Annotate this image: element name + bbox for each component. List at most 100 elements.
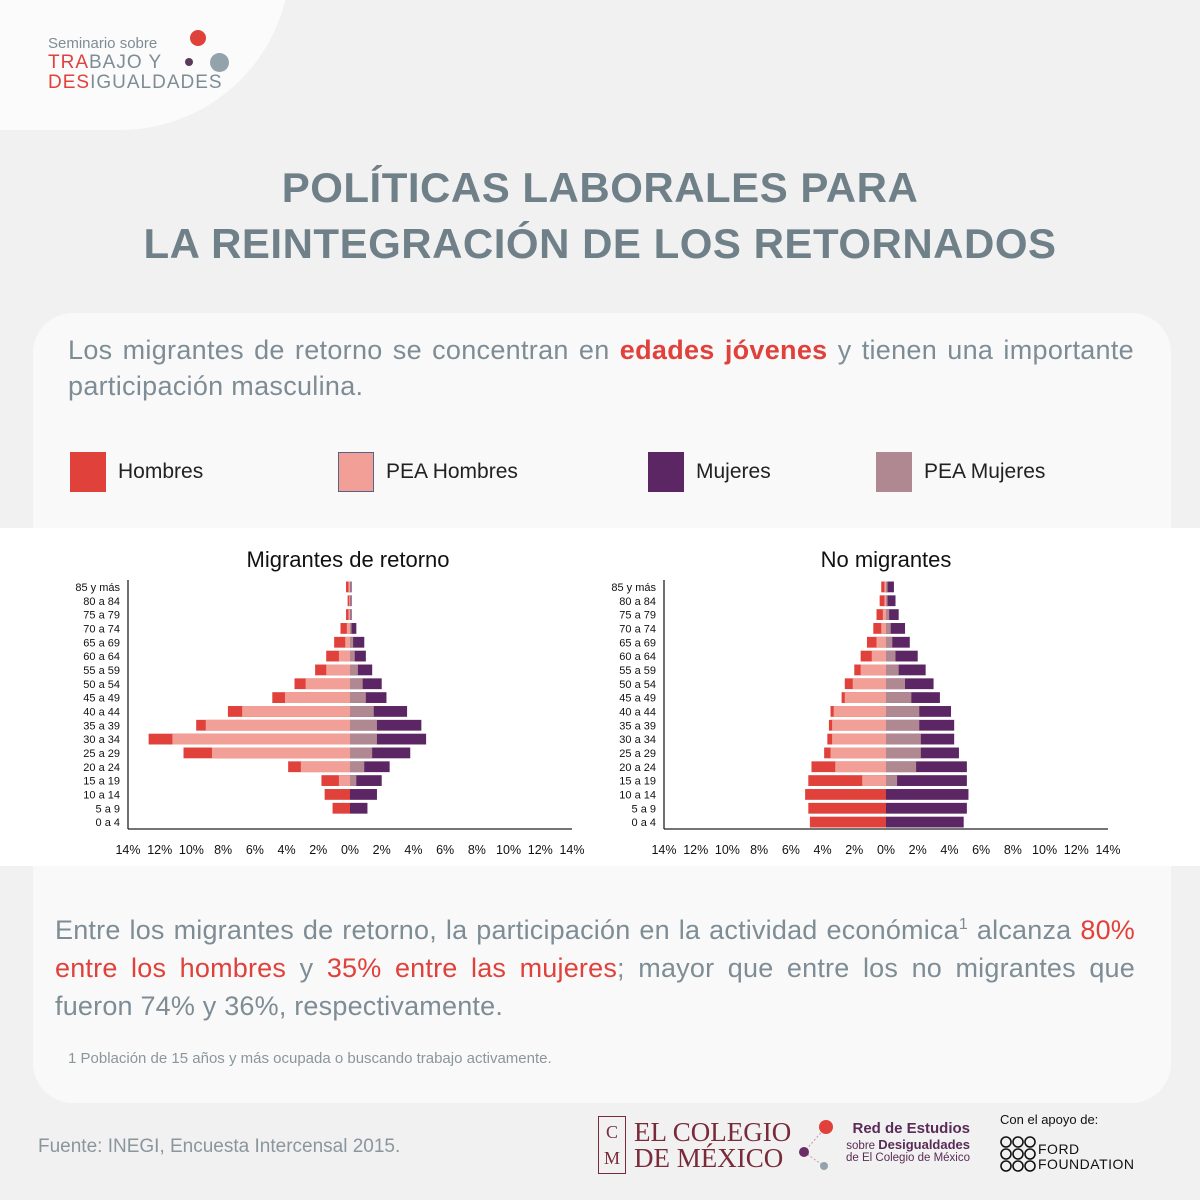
bar-pea-hombres [832, 733, 886, 745]
bar-pea-hombres [345, 636, 350, 648]
bar-pea-hombres [284, 692, 350, 703]
bar-pea-mujeres [886, 609, 890, 620]
x-tick-label: 8% [750, 843, 768, 857]
bar-hombres [346, 609, 350, 620]
y-tick-label: 35 a 39 [619, 720, 656, 732]
bar-mujeres [350, 636, 365, 648]
x-tick-label: 10% [715, 843, 740, 857]
bar-pea-mujeres [350, 609, 351, 620]
bar-pea-hombres [884, 581, 886, 593]
bar-pea-mujeres [886, 636, 893, 648]
legend-swatch [876, 452, 912, 492]
network-dots-icon [799, 1120, 833, 1170]
y-tick-label: 70 a 74 [83, 623, 120, 635]
bar-pea-hombres [212, 747, 350, 759]
bar-mujeres [886, 802, 967, 814]
y-tick-label: 15 a 19 [83, 776, 120, 788]
x-tick-label: 10% [1032, 843, 1057, 857]
bar-mujeres [886, 595, 896, 607]
bar-pea-hombres [852, 678, 886, 690]
bar-hombres [346, 581, 350, 593]
bar-mujeres [350, 747, 411, 759]
bar-mujeres [886, 816, 964, 828]
bar-mujeres [886, 719, 955, 731]
bar-pea-hombres [860, 664, 886, 676]
x-tick-label: 6% [436, 843, 454, 857]
x-tick-label: 8% [1004, 843, 1022, 857]
legend-mujeres: Mujeres [648, 452, 771, 492]
y-tick-label: 25 a 29 [83, 748, 120, 760]
participation-text: Entre los migrantes de retorno, la parti… [55, 915, 1135, 1021]
y-tick-label: 85 y más [75, 582, 120, 594]
seminario-logo: Seminario sobre TRABAJO Y DESIGUALDADES [48, 35, 223, 94]
y-tick-label: 65 a 69 [619, 637, 656, 649]
footnote: 1 Población de 15 años y más ocupada o b… [68, 1050, 552, 1067]
y-tick-label: 75 a 79 [83, 610, 120, 622]
x-tick-label: 2% [373, 843, 391, 857]
bar-pea-hombres [326, 664, 350, 676]
bar-hombres [321, 775, 350, 786]
bar-pea-hombres [884, 595, 886, 607]
bar-pea-mujeres [350, 595, 351, 607]
bar-pea-hombres [172, 733, 350, 745]
bar-pea-hombres [882, 609, 886, 620]
y-tick-label: 20 a 24 [619, 762, 656, 774]
chart2-title: No migrantes [820, 547, 952, 572]
x-tick-label: 4% [278, 843, 296, 857]
x-tick-label: 4% [940, 843, 958, 857]
bar-mujeres [886, 789, 969, 800]
bar-pea-mujeres [886, 678, 906, 690]
y-tick-label: 10 a 14 [83, 789, 120, 801]
x-tick-label: 8% [468, 843, 486, 857]
bar-pea-hombres [832, 719, 886, 731]
y-tick-label: 0 a 4 [632, 817, 656, 829]
x-tick-label: 14% [1095, 843, 1120, 857]
legend-swatch [648, 452, 684, 492]
y-tick-label: 50 a 54 [619, 679, 656, 691]
bar-pea-mujeres [350, 706, 374, 717]
x-tick-label: 6% [782, 843, 800, 857]
bar-pea-mujeres [350, 719, 377, 731]
bar-hombres [873, 623, 886, 634]
bar-mujeres [350, 802, 368, 814]
y-tick-label: 30 a 34 [619, 734, 656, 746]
x-tick-label: 12% [528, 843, 553, 857]
bar-pea-mujeres [350, 623, 352, 634]
bar-pea-mujeres [886, 692, 912, 703]
bar-pea-hombres [349, 595, 350, 607]
bar-mujeres [350, 775, 382, 786]
y-tick-label: 15 a 19 [619, 776, 656, 788]
chart-band [0, 528, 1200, 866]
bar-pea-mujeres [350, 761, 365, 773]
bar-pea-mujeres [350, 664, 358, 676]
x-tick-label: 12% [1064, 843, 1089, 857]
ford-foundation-logo: Con el apoyo de: FORD FOUNDATION [1000, 1112, 1135, 1172]
bar-mujeres [350, 623, 357, 634]
brand-line1: Seminario sobre [48, 35, 158, 52]
bar-pea-mujeres [886, 664, 899, 676]
bar-pea-hombres [242, 706, 350, 717]
bar-pea-mujeres [886, 706, 920, 717]
y-tick-label: 80 a 84 [619, 596, 656, 608]
x-tick-label: 4% [404, 843, 422, 857]
bar-mujeres [886, 692, 940, 703]
bar-hombres [332, 802, 350, 814]
y-tick-label: 40 a 44 [619, 706, 656, 718]
bar-mujeres [886, 623, 906, 634]
bar-mujeres [886, 664, 926, 676]
bar-mujeres [350, 719, 422, 731]
bar-hombres [879, 595, 886, 607]
source-text: Fuente: INEGI, Encuesta Intercensal 2015… [38, 1136, 401, 1157]
bar-hombres [340, 623, 350, 634]
x-tick-label: 10% [496, 843, 521, 857]
page-title: POLÍTICAS LABORALES PARA LA REINTEGRACIÓ… [143, 164, 1057, 267]
bar-pea-mujeres [350, 650, 355, 662]
x-tick-label: 14% [559, 843, 584, 857]
y-tick-label: 30 a 34 [83, 734, 120, 746]
bar-hombres [808, 802, 886, 814]
legend-hombres: Hombres [70, 452, 203, 492]
bar-pea-mujeres [350, 775, 357, 786]
